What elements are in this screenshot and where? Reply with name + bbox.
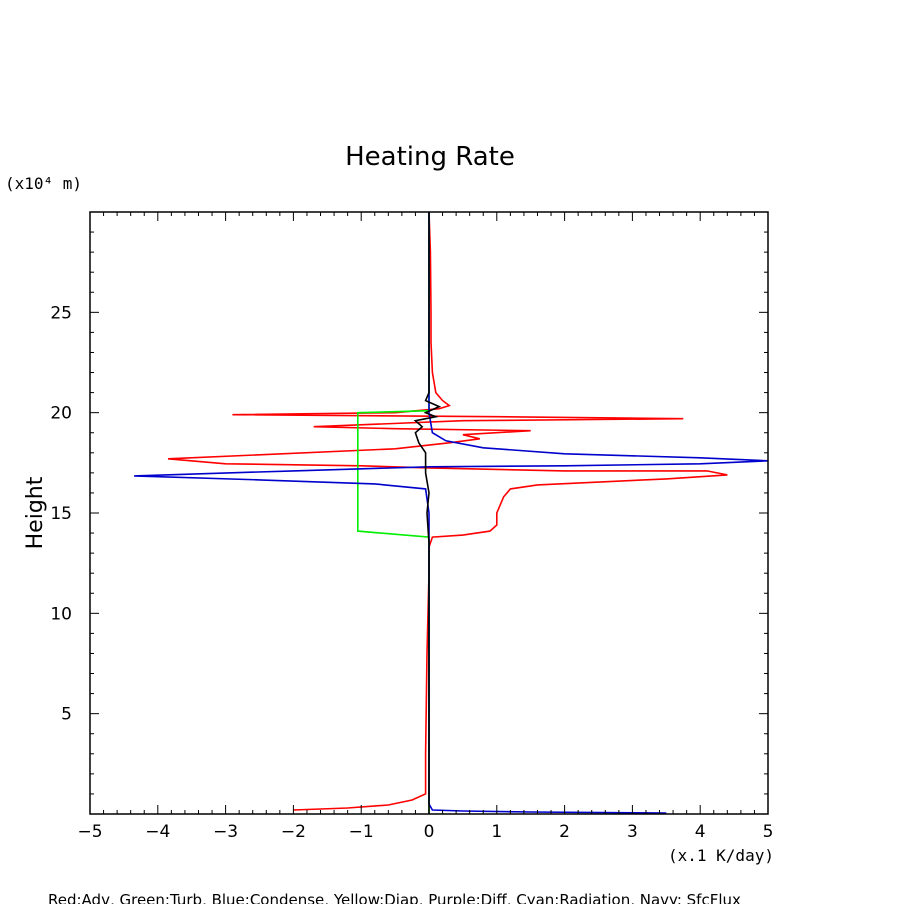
x-tick-label: 2 <box>559 822 570 842</box>
x-tick-label: 1 <box>491 822 502 842</box>
y-tick-label: 10 <box>50 604 72 624</box>
x-tick-label: 5 <box>763 822 774 842</box>
x-tick-label: 4 <box>695 822 706 842</box>
series-line-2 <box>357 212 430 814</box>
y-tick-label: 20 <box>50 404 72 424</box>
x-tick-label: −1 <box>349 822 374 842</box>
x-tick-label: −4 <box>145 822 170 842</box>
series-line-3 <box>134 212 769 814</box>
y-tick-label: 25 <box>50 303 72 323</box>
y-unit-label: (x10⁴ m) <box>5 174 82 193</box>
x-tick-label: 3 <box>627 822 638 842</box>
x-tick-label: −5 <box>77 822 102 842</box>
series-line-1 <box>167 211 728 811</box>
x-tick-label: −2 <box>281 822 306 842</box>
y-axis-label: Height <box>23 476 48 549</box>
series-line-4 <box>413 212 442 814</box>
plot-frame <box>89 211 769 815</box>
chart-title: Heating Rate <box>345 142 515 172</box>
x-tick-label: 0 <box>424 822 435 842</box>
legend-text: Red:Adv, Green:Turb, Blue:Condense, Yell… <box>48 891 741 904</box>
x-axis-label: (x.1 K/day) <box>668 846 774 865</box>
y-tick-label: 5 <box>61 705 72 725</box>
y-tick-label: 15 <box>50 504 72 524</box>
tick-labels-layer: −5 −4 −3 −2 −1 0 1 2 3 4 5 5 10 15 20 25 <box>50 303 773 842</box>
series-layer <box>134 211 769 814</box>
x-tick-label: −3 <box>213 822 238 842</box>
